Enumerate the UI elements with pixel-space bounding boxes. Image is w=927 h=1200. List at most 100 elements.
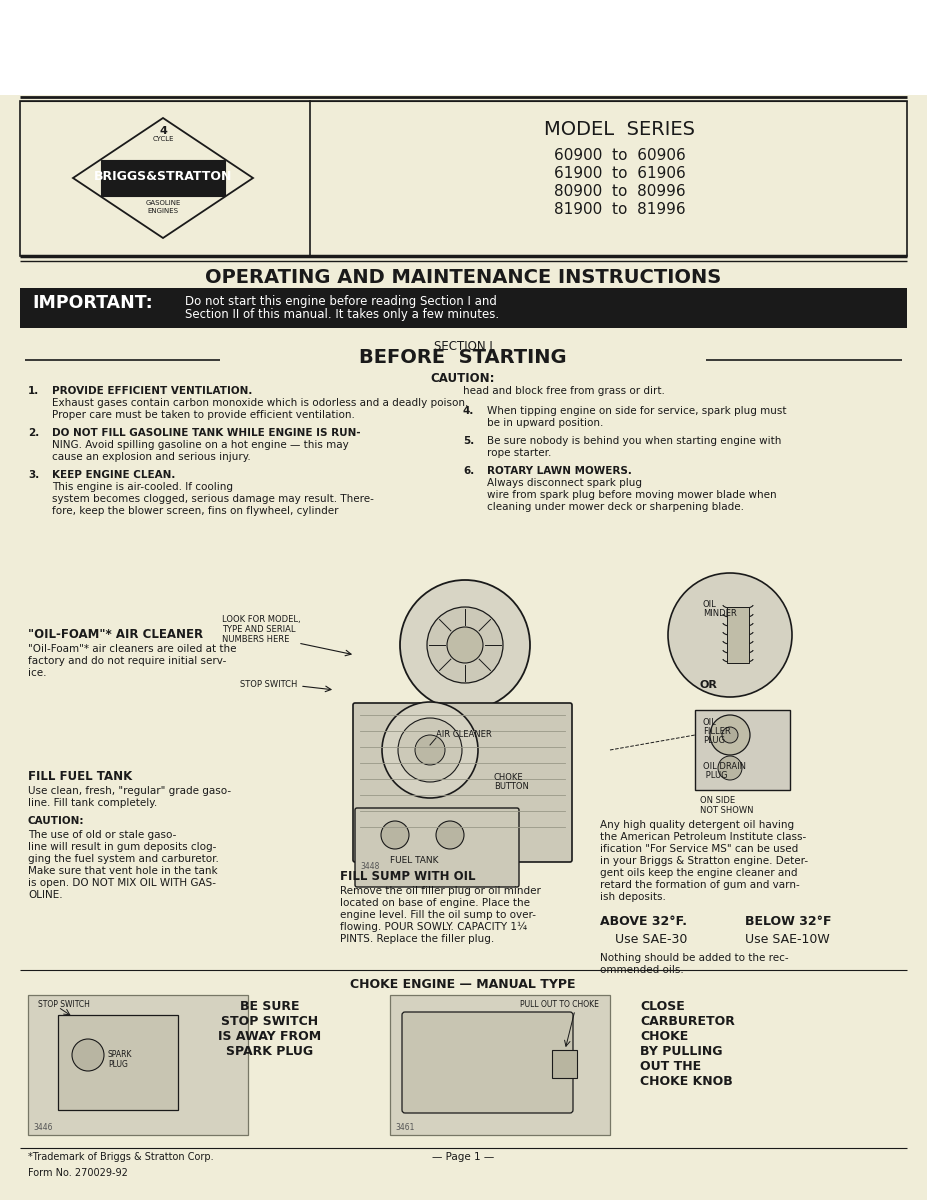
Text: line will result in gum deposits clog-: line will result in gum deposits clog-: [28, 842, 216, 852]
Text: NUMBERS HERE: NUMBERS HERE: [222, 635, 289, 644]
Bar: [28, 995, 248, 1135]
Text: flowing. POUR SOWLY. CAPACITY 1¼: flowing. POUR SOWLY. CAPACITY 1¼: [340, 922, 527, 932]
Text: engine level. Fill the oil sump to over-: engine level. Fill the oil sump to over-: [340, 910, 536, 920]
Text: DO NOT FILL GASOLINE TANK WHILE ENGINE IS RUN-: DO NOT FILL GASOLINE TANK WHILE ENGINE I…: [52, 428, 361, 438]
Text: ging the fuel system and carburetor.: ging the fuel system and carburetor.: [28, 854, 219, 864]
Text: Do not start this engine before reading Section I and: Do not start this engine before reading …: [185, 295, 497, 308]
Text: OLINE.: OLINE.: [28, 890, 63, 900]
Text: SECTION I: SECTION I: [434, 340, 492, 353]
Circle shape: [415, 734, 445, 766]
Text: FUEL TANK: FUEL TANK: [390, 856, 438, 865]
Text: OIL DRAIN: OIL DRAIN: [703, 762, 746, 770]
Text: Form No. 270029-92: Form No. 270029-92: [28, 1168, 128, 1178]
Circle shape: [668, 572, 792, 697]
Text: is open. DO NOT MIX OIL WITH GAS-: is open. DO NOT MIX OIL WITH GAS-: [28, 878, 216, 888]
Text: BELOW 32°F: BELOW 32°F: [745, 914, 832, 928]
Text: located on base of engine. Place the: located on base of engine. Place the: [340, 898, 530, 908]
Text: ish deposits.: ish deposits.: [600, 892, 666, 902]
FancyBboxPatch shape: [101, 160, 225, 196]
Text: Use clean, fresh, "regular" grade gaso-: Use clean, fresh, "regular" grade gaso-: [28, 786, 231, 796]
Text: IMPORTANT:: IMPORTANT:: [32, 294, 153, 312]
Text: the American Petroleum Institute class-: the American Petroleum Institute class-: [600, 832, 806, 842]
Text: Exhaust gases contain carbon monoxide which is odorless and a deadly poison.: Exhaust gases contain carbon monoxide wh…: [52, 398, 468, 408]
FancyBboxPatch shape: [353, 703, 572, 862]
Text: Remove the oil filler plug or oil minder: Remove the oil filler plug or oil minder: [340, 886, 540, 896]
Text: CYCLE: CYCLE: [152, 136, 173, 142]
Text: BRIGGS&STRATTON: BRIGGS&STRATTON: [94, 169, 232, 182]
Text: BE SURE
STOP SWITCH
IS AWAY FROM
SPARK PLUG: BE SURE STOP SWITCH IS AWAY FROM SPARK P…: [219, 1000, 322, 1058]
Text: be in upward position.: be in upward position.: [487, 418, 603, 428]
Circle shape: [398, 718, 462, 782]
Text: gent oils keep the engine cleaner and: gent oils keep the engine cleaner and: [600, 868, 797, 878]
Circle shape: [718, 756, 742, 780]
Text: 61900  to  61906: 61900 to 61906: [554, 166, 686, 181]
Text: line. Fill tank completely.: line. Fill tank completely.: [28, 798, 158, 808]
Text: This engine is air-cooled. If cooling: This engine is air-cooled. If cooling: [52, 482, 233, 492]
Text: MODEL  SERIES: MODEL SERIES: [544, 120, 695, 139]
Circle shape: [722, 727, 738, 743]
Bar: [58, 1015, 178, 1110]
Bar: [20, 101, 907, 256]
Text: 81900  to  81996: 81900 to 81996: [554, 202, 686, 217]
Text: Be sure nobody is behind you when starting engine with: Be sure nobody is behind you when starti…: [487, 436, 781, 446]
Text: Use SAE-30: Use SAE-30: [615, 934, 688, 946]
Text: MINDER: MINDER: [703, 608, 737, 618]
Circle shape: [436, 821, 464, 850]
Text: PLUG: PLUG: [108, 1060, 128, 1069]
Text: NOT SHOWN: NOT SHOWN: [700, 806, 754, 815]
Text: NING. Avoid spilling gasoline on a hot engine — this may: NING. Avoid spilling gasoline on a hot e…: [52, 440, 349, 450]
Text: 6.: 6.: [463, 466, 475, 476]
Text: FILL FUEL TANK: FILL FUEL TANK: [28, 770, 133, 782]
Text: CLOSE
CARBURETOR
CHOKE
BY PULLING
OUT THE
CHOKE KNOB: CLOSE CARBURETOR CHOKE BY PULLING OUT TH…: [640, 1000, 735, 1088]
Text: ification "For Service MS" can be used: ification "For Service MS" can be used: [600, 844, 798, 854]
Text: Nothing should be added to the rec-: Nothing should be added to the rec-: [600, 953, 789, 962]
Text: "Oil-Foam"* air cleaners are oiled at the: "Oil-Foam"* air cleaners are oiled at th…: [28, 644, 236, 654]
Text: BUTTON: BUTTON: [494, 782, 529, 791]
Circle shape: [710, 715, 750, 755]
Text: ON SIDE: ON SIDE: [700, 796, 735, 805]
Text: 3.: 3.: [28, 470, 39, 480]
Text: GASOLINE: GASOLINE: [146, 200, 181, 206]
Text: factory and do not require initial serv-: factory and do not require initial serv-: [28, 656, 226, 666]
Text: CHOKE ENGINE — MANUAL TYPE: CHOKE ENGINE — MANUAL TYPE: [350, 978, 576, 991]
Text: "OIL-FOAM"* AIR CLEANER: "OIL-FOAM"* AIR CLEANER: [28, 628, 203, 641]
Text: cleaning under mower deck or sharpening blade.: cleaning under mower deck or sharpening …: [487, 502, 744, 512]
Text: ice.: ice.: [28, 668, 46, 678]
Text: 1.: 1.: [28, 386, 39, 396]
Circle shape: [382, 702, 478, 798]
Text: cause an explosion and serious injury.: cause an explosion and serious injury.: [52, 452, 250, 462]
Circle shape: [427, 607, 503, 683]
Text: AIR CLEANER: AIR CLEANER: [436, 730, 491, 739]
Text: CAUTION:: CAUTION:: [431, 372, 495, 385]
Text: TYPE AND SERIAL: TYPE AND SERIAL: [222, 625, 296, 634]
Text: head and block free from grass or dirt.: head and block free from grass or dirt.: [463, 386, 665, 396]
Text: 80900  to  80996: 80900 to 80996: [554, 184, 686, 199]
Circle shape: [381, 821, 409, 850]
Text: OR: OR: [700, 680, 717, 690]
Text: FILL SUMP WITH OIL: FILL SUMP WITH OIL: [340, 870, 476, 883]
Text: 4: 4: [159, 126, 167, 136]
Bar: [552, 1050, 577, 1078]
Text: The use of old or stale gaso-: The use of old or stale gaso-: [28, 830, 176, 840]
Text: fore, keep the blower screen, fins on flywheel, cylinder: fore, keep the blower screen, fins on fl…: [52, 506, 338, 516]
Text: 3461: 3461: [395, 1123, 414, 1132]
Text: Any high quality detergent oil having: Any high quality detergent oil having: [600, 820, 794, 830]
Text: ENGINES: ENGINES: [147, 208, 179, 214]
Text: PULL OUT TO CHOKE: PULL OUT TO CHOKE: [520, 1000, 599, 1009]
Text: When tipping engine on side for service, spark plug must: When tipping engine on side for service,…: [487, 406, 786, 416]
Text: 5.: 5.: [463, 436, 475, 446]
Text: Section II of this manual. It takes only a few minutes.: Section II of this manual. It takes only…: [185, 308, 499, 320]
Text: CAUTION:: CAUTION:: [28, 816, 84, 826]
Text: PLUG: PLUG: [703, 736, 725, 745]
Bar: [20, 288, 907, 328]
Text: SPARK: SPARK: [108, 1050, 133, 1058]
Bar: [727, 607, 749, 662]
FancyBboxPatch shape: [355, 808, 519, 887]
Bar: [695, 710, 790, 790]
Text: rope starter.: rope starter.: [487, 448, 552, 458]
Text: ommended oils.: ommended oils.: [600, 965, 684, 974]
Text: 3446: 3446: [33, 1123, 53, 1132]
Text: FILLER: FILLER: [703, 727, 730, 736]
Text: retard the formation of gum and varn-: retard the formation of gum and varn-: [600, 880, 800, 890]
Text: ABOVE 32°F.: ABOVE 32°F.: [600, 914, 687, 928]
